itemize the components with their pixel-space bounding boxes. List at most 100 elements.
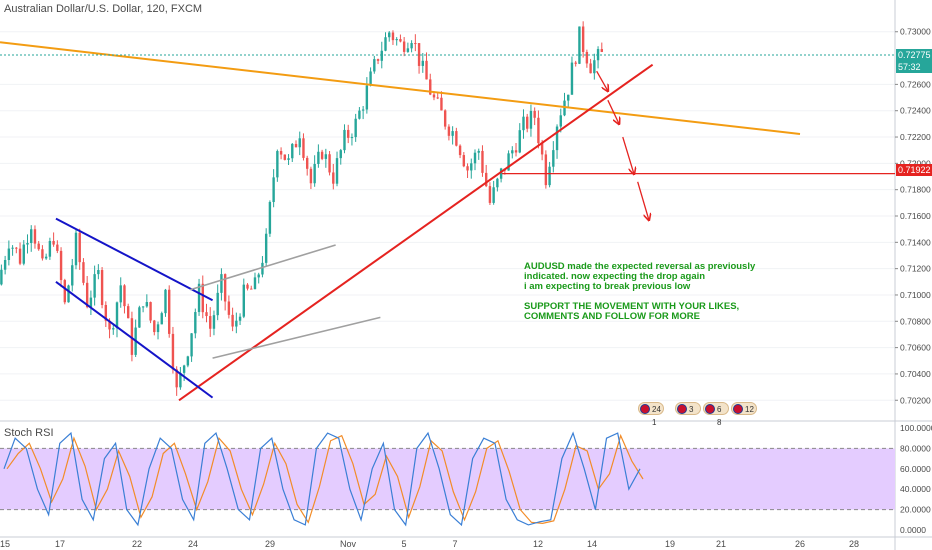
candle-body	[302, 138, 305, 158]
candle-body	[406, 48, 410, 52]
candle-body	[242, 284, 245, 317]
candle-body	[555, 126, 559, 151]
stoch-axis: 100.0000 80.0000 60.0000 40.0000 20.0000 0.00…	[900, 423, 932, 535]
time-tick-label: 24	[188, 539, 198, 549]
candle-body	[466, 166, 469, 171]
event-marker[interactable]: 24 1	[638, 402, 664, 427]
candle-body	[100, 270, 104, 305]
time-tick-label: 17	[55, 539, 65, 549]
candle-body	[78, 232, 81, 263]
price-tick-label: 0.72600	[900, 79, 931, 89]
candle-body	[581, 26, 585, 52]
candle-body	[298, 138, 301, 148]
price-tick-label: 0.71200	[900, 264, 931, 274]
stoch-rsi-label[interactable]: Stoch RSI	[4, 427, 54, 439]
price-tick-label: 0.72000	[900, 158, 931, 168]
candle-body	[399, 39, 402, 42]
candle-body	[231, 314, 234, 327]
candle-body	[238, 316, 242, 321]
candle-body	[384, 37, 387, 51]
event-marker[interactable]: 3	[675, 402, 701, 415]
projection-arrow	[607, 99, 619, 124]
candle-body	[481, 150, 484, 173]
candle-body	[354, 118, 357, 138]
candle-body	[358, 110, 361, 119]
price-tick-label: 0.71400	[900, 237, 931, 247]
candle-body	[320, 151, 324, 159]
note-line: SUPPORT THE MOVEMENT WITH YOUR LIKES,	[524, 301, 740, 312]
candle-body	[3, 259, 7, 270]
candle-body	[447, 126, 451, 136]
candle-body	[287, 158, 290, 160]
event-marker[interactable]: 12	[731, 402, 757, 415]
analysis-note: AUDUSD made the expected reversal as pre…	[524, 262, 784, 322]
candle-body	[578, 26, 581, 64]
price-tick-label: 0.70400	[900, 369, 931, 379]
time-tick-label: Nov	[340, 539, 357, 549]
stoch-tick-label: 100.0000	[900, 423, 932, 433]
projection-arrows	[596, 70, 649, 220]
candle-body	[507, 153, 510, 171]
candle-body	[74, 232, 78, 266]
candle-body	[388, 32, 391, 38]
candle-body	[123, 285, 126, 307]
candle-body	[328, 154, 331, 173]
stoch-tick-label: 20.0000	[900, 505, 931, 515]
candle-body	[41, 249, 44, 259]
candle-body	[537, 117, 540, 144]
candle-body	[369, 71, 372, 86]
candle-body	[276, 151, 279, 178]
candle-body	[71, 265, 74, 286]
candle-body	[361, 109, 365, 111]
stoch-tick-label: 40.0000	[900, 484, 931, 494]
candle-body	[201, 283, 204, 313]
level-price-tag: 0.71922	[896, 164, 932, 176]
candle-body	[492, 187, 495, 203]
candle-body	[593, 60, 596, 74]
candle-body	[332, 172, 335, 184]
symbol-title[interactable]: Australian Dollar/U.S. Dollar, 120, FXCM	[4, 3, 203, 15]
candlestick-series	[0, 21, 603, 396]
price-axis[interactable]: 0.73000 0.72600 0.72400 0.72200 0.72000 0.718…	[895, 27, 931, 406]
event-marker[interactable]: 6 8	[703, 402, 729, 427]
projection-arrow	[622, 136, 634, 174]
price-tick-label: 0.71600	[900, 211, 931, 221]
candle-body	[417, 43, 421, 66]
candle-body	[451, 131, 454, 136]
candle-body	[235, 320, 238, 327]
candle-body	[216, 292, 219, 316]
candle-body	[414, 43, 417, 45]
candle-body	[223, 274, 227, 302]
candle-body	[153, 320, 156, 333]
candle-body	[141, 306, 145, 308]
flag-icon	[677, 404, 687, 414]
candle-body	[30, 229, 33, 244]
candle-body	[526, 116, 529, 129]
candle-body	[194, 312, 197, 334]
candle-body	[395, 39, 398, 41]
projection-arrow	[637, 181, 649, 220]
candle-body	[455, 131, 458, 146]
candle-body	[376, 59, 380, 61]
candle-body	[26, 243, 29, 245]
flag-icon	[705, 404, 715, 414]
time-axis[interactable]: 15 17 22 24 29 Nov 5 7 12 14 19 21 26 28	[0, 539, 859, 549]
candle-body	[518, 130, 521, 153]
candle-body	[97, 270, 100, 275]
candle-body	[350, 137, 354, 139]
trendlines[interactable]	[0, 41, 895, 402]
candle-body	[93, 274, 96, 298]
trendline-orange	[0, 41, 801, 136]
stoch-tick-label: 80.0000	[900, 443, 931, 453]
candle-body	[220, 274, 223, 293]
candle-body	[470, 163, 473, 171]
price-tick-label: 0.72200	[900, 132, 931, 142]
trendline-blue	[55, 217, 214, 302]
candle-body	[570, 62, 574, 95]
candle-body	[261, 262, 264, 275]
candle-body	[335, 158, 339, 184]
candle-body	[168, 289, 171, 334]
time-tick-label: 21	[716, 539, 726, 549]
